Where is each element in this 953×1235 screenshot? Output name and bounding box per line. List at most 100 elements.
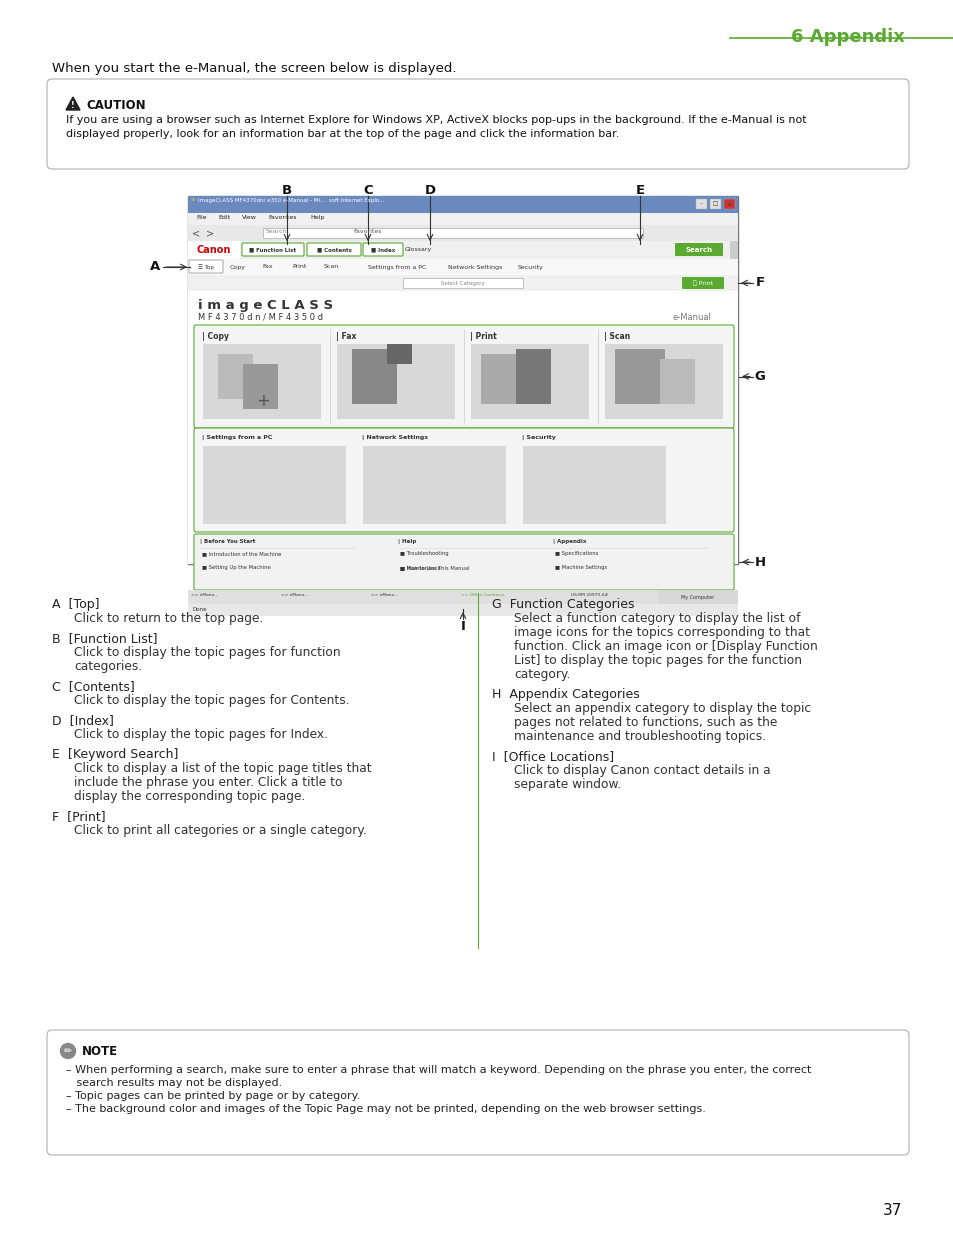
- Bar: [188, 196, 738, 564]
- Text: Click to display the topic pages for Contents.: Click to display the topic pages for Con…: [74, 694, 349, 706]
- Text: >> eManu...: >> eManu...: [371, 593, 399, 597]
- Bar: [480, 354, 520, 404]
- Text: >: >: [206, 228, 213, 240]
- Bar: [188, 275, 738, 291]
- Text: ■ Contents: ■ Contents: [316, 247, 351, 252]
- Bar: [188, 225, 738, 241]
- Text: Search: Search: [266, 228, 287, 233]
- Text: e-Manual: e-Manual: [672, 312, 711, 322]
- Text: ■ Introduction of the Machine: ■ Introduction of the Machine: [202, 551, 281, 556]
- Text: Security: Security: [517, 264, 543, 269]
- Text: >> Office Locations: >> Office Locations: [460, 593, 504, 597]
- Text: View: View: [242, 215, 256, 220]
- Bar: [243, 364, 277, 409]
- Bar: [188, 590, 738, 604]
- Text: categories.: categories.: [74, 659, 142, 673]
- Text: display the corresponding topic page.: display the corresponding topic page.: [74, 790, 305, 803]
- Text: ✏: ✏: [64, 1046, 72, 1056]
- FancyBboxPatch shape: [47, 79, 908, 169]
- Text: Favorites: Favorites: [353, 228, 381, 233]
- Text: | Appendix: | Appendix: [553, 538, 586, 543]
- Text: !: !: [71, 101, 74, 110]
- Bar: [188, 196, 738, 212]
- Text: Select Category: Select Category: [440, 280, 484, 285]
- Text: 🖨 Print: 🖨 Print: [692, 280, 712, 285]
- Text: ■ How to Use This Manual: ■ How to Use This Manual: [399, 564, 469, 571]
- Bar: [218, 354, 253, 399]
- FancyBboxPatch shape: [193, 534, 733, 590]
- Bar: [516, 350, 551, 404]
- Text: D: D: [424, 184, 436, 196]
- Text: F: F: [755, 277, 763, 289]
- Text: US.RM 20979-0#: US.RM 20979-0#: [571, 593, 607, 597]
- FancyBboxPatch shape: [193, 429, 733, 532]
- Bar: [263, 228, 642, 238]
- Circle shape: [60, 1044, 75, 1058]
- Text: Glossary: Glossary: [404, 247, 431, 252]
- Text: Favorites: Favorites: [268, 215, 296, 220]
- Text: Click to display the topic pages for Index.: Click to display the topic pages for Ind…: [74, 727, 328, 741]
- Text: Select an appendix category to display the topic: Select an appendix category to display t…: [514, 701, 810, 715]
- Text: ■ Specifications: ■ Specifications: [555, 551, 598, 556]
- Text: C: C: [363, 184, 373, 196]
- Bar: [659, 359, 695, 404]
- Text: ■ Function List: ■ Function List: [249, 247, 296, 252]
- Text: My Computer: My Computer: [680, 594, 714, 599]
- Text: ■ Index: ■ Index: [371, 247, 395, 252]
- Text: x: x: [727, 201, 730, 206]
- Text: | Print: | Print: [470, 332, 497, 341]
- Text: a: a: [191, 198, 194, 203]
- Bar: [709, 199, 720, 209]
- Text: | Settings from a PC: | Settings from a PC: [202, 435, 273, 440]
- Text: | Help: | Help: [397, 538, 416, 543]
- Bar: [188, 241, 738, 259]
- Text: | Scan: | Scan: [603, 332, 630, 341]
- Text: <: <: [192, 228, 200, 240]
- Text: A: A: [150, 261, 160, 273]
- Text: | Copy: | Copy: [202, 332, 229, 341]
- Text: Network Settings: Network Settings: [448, 264, 501, 269]
- Text: B: B: [282, 184, 292, 196]
- Bar: [729, 241, 738, 259]
- Text: >> eManu...: >> eManu...: [281, 593, 310, 597]
- Text: □: □: [712, 201, 718, 206]
- Text: image icons for the topics corresponding to that: image icons for the topics corresponding…: [514, 626, 809, 638]
- Text: Click to display Canon contact details in a: Click to display Canon contact details i…: [514, 764, 770, 777]
- Text: C  [Contents]: C [Contents]: [52, 680, 134, 693]
- Text: ■ Maintenance: ■ Maintenance: [399, 564, 440, 571]
- Text: | Before You Start: | Before You Start: [200, 538, 255, 543]
- Text: B  [Function List]: B [Function List]: [52, 632, 157, 645]
- FancyBboxPatch shape: [307, 243, 360, 256]
- Text: ■ Troubleshooting: ■ Troubleshooting: [399, 551, 448, 556]
- Text: When you start the e-Manual, the screen below is displayed.: When you start the e-Manual, the screen …: [52, 62, 456, 75]
- Bar: [336, 345, 455, 419]
- Bar: [352, 350, 396, 404]
- Bar: [387, 345, 412, 364]
- FancyBboxPatch shape: [681, 277, 723, 289]
- Polygon shape: [66, 98, 80, 110]
- Bar: [203, 446, 346, 524]
- Text: Click to print all categories or a single category.: Click to print all categories or a singl…: [74, 824, 366, 837]
- Text: Click to return to the top page.: Click to return to the top page.: [74, 613, 263, 625]
- Text: If you are using a browser such as Internet Explore for Windows XP, ActiveX bloc: If you are using a browser such as Inter…: [66, 115, 806, 125]
- Text: include the phrase you enter. Click a title to: include the phrase you enter. Click a ti…: [74, 776, 342, 789]
- Bar: [188, 212, 738, 225]
- Text: NOTE: NOTE: [82, 1045, 118, 1058]
- Text: 6 Appendix: 6 Appendix: [790, 28, 904, 46]
- Text: search results may not be displayed.: search results may not be displayed.: [66, 1078, 282, 1088]
- FancyBboxPatch shape: [189, 261, 223, 273]
- Text: List] to display the topic pages for the function: List] to display the topic pages for the…: [514, 655, 801, 667]
- Bar: [188, 291, 738, 564]
- Bar: [188, 259, 738, 275]
- Text: | Network Settings: | Network Settings: [361, 435, 428, 440]
- Text: | Security: | Security: [521, 435, 556, 440]
- Text: E  [Keyword Search]: E [Keyword Search]: [52, 748, 178, 761]
- Text: separate window.: separate window.: [514, 778, 620, 790]
- Text: A  [Top]: A [Top]: [52, 598, 99, 611]
- Text: Click to display the topic pages for function: Click to display the topic pages for fun…: [74, 646, 340, 659]
- Bar: [471, 345, 588, 419]
- FancyBboxPatch shape: [193, 325, 733, 429]
- Text: pages not related to functions, such as the: pages not related to functions, such as …: [514, 716, 777, 729]
- Text: – The background color and images of the Topic Page may not be printed, dependin: – The background color and images of the…: [66, 1104, 705, 1114]
- Text: –: –: [700, 201, 702, 206]
